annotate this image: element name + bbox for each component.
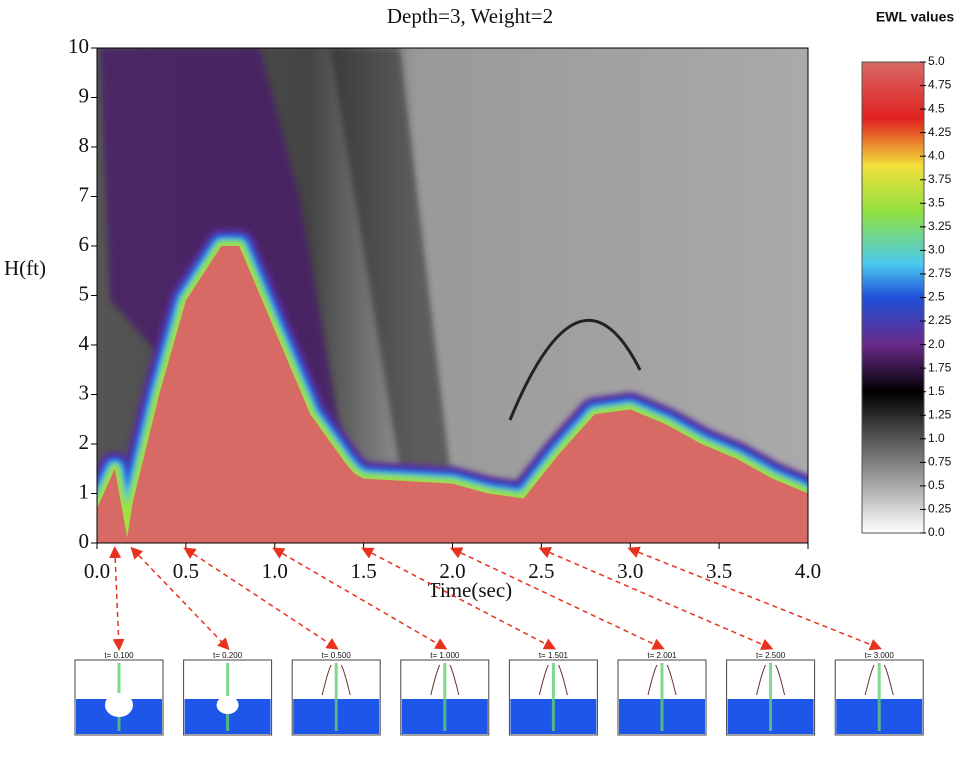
colorbar-tick-label: 0.0 xyxy=(928,525,945,539)
colorbar-tick-label: 3.0 xyxy=(928,243,945,257)
colorbar-tick-label: 0.5 xyxy=(928,478,945,492)
saturated-region xyxy=(97,246,808,543)
y-tick-label: 10 xyxy=(68,34,89,58)
colorbar-tick-label: 4.0 xyxy=(928,148,945,162)
snapshot-arrow xyxy=(109,546,125,651)
colorbar-title: EWL values xyxy=(876,9,955,25)
x-tick-label: 3.5 xyxy=(706,559,732,583)
snapshot-splash xyxy=(647,664,677,696)
plot-area xyxy=(97,48,808,543)
colorbar-tick-label: 2.0 xyxy=(928,337,945,351)
colorbar-tick-label: 3.5 xyxy=(928,195,945,209)
snapshot-splash xyxy=(430,664,460,696)
dark-streak xyxy=(330,48,450,470)
x-tick-label: 2.0 xyxy=(439,559,465,583)
y-tick-label: 2 xyxy=(79,430,90,454)
colorbar-tick-label: 2.5 xyxy=(928,290,945,304)
y-tick-label: 7 xyxy=(79,182,90,206)
colorbar-tick-label: 0.75 xyxy=(928,455,952,469)
snapshot-splash xyxy=(538,664,568,696)
snapshot-arrow xyxy=(627,546,882,651)
colorbar-tick-label: 3.25 xyxy=(928,219,952,233)
x-tick-label: 1.5 xyxy=(351,559,377,583)
colorbar-tick-label: 4.75 xyxy=(928,78,952,92)
chart-title: Depth=3, Weight=2 xyxy=(387,4,553,28)
x-tick-label: 4.0 xyxy=(795,559,821,583)
snapshot-label: t= 0.500 xyxy=(322,651,352,660)
y-tick-label: 5 xyxy=(79,281,90,305)
y-tick-label: 6 xyxy=(79,232,90,256)
snapshot-arrow xyxy=(538,547,774,650)
colorbar-tick-label: 1.5 xyxy=(928,384,945,398)
snapshot-label: t= 2.001 xyxy=(647,651,677,660)
snapshot-label: t= 1.000 xyxy=(430,651,460,660)
snapshot-label: t= 0.200 xyxy=(213,651,243,660)
x-tick-label: 2.5 xyxy=(528,559,554,583)
snapshot-splash xyxy=(864,664,894,696)
dynamic-group: 0 1 2 3 4 5 6 7 8 9 10 0.0 0.5 1.0 1.5 2.0 2.5 3.0 3.5 4.0 5… xyxy=(68,34,952,736)
colorbar-tick-label: 4.25 xyxy=(928,125,952,139)
y-tick-label: 9 xyxy=(79,83,90,107)
snapshot-splash xyxy=(321,664,351,696)
x-tick-label: 0.0 xyxy=(84,559,110,583)
colorbar-tick-label: 4.5 xyxy=(928,101,945,115)
x-tick-label: 1.0 xyxy=(262,559,288,583)
y-tick-label: 3 xyxy=(79,380,90,404)
snapshot-splash xyxy=(756,664,786,696)
snapshot-arrow xyxy=(183,547,339,650)
y-tick-label: 1 xyxy=(79,479,90,503)
colorbar-tick-label: 5.0 xyxy=(928,54,945,68)
snapshot-label: t= 2.500 xyxy=(756,651,786,660)
colorbar-tick-label: 3.75 xyxy=(928,172,952,186)
y-tick-label: 4 xyxy=(79,331,90,355)
dark-arc xyxy=(508,318,642,421)
y-axis-label: H(ft) xyxy=(4,256,46,280)
colorbar xyxy=(861,61,925,534)
snapshot-label: t= 3.000 xyxy=(865,651,895,660)
snapshot-arrow xyxy=(130,546,230,651)
snapshot-label: t= 1.501 xyxy=(539,651,569,660)
x-tick-label: 3.0 xyxy=(617,559,643,583)
snapshot-label: t= 0.100 xyxy=(104,651,134,660)
colorbar-tick-label: 2.25 xyxy=(928,313,952,327)
colorbar-tick-label: 1.25 xyxy=(928,407,952,421)
field-group xyxy=(97,229,808,543)
x-tick-label: 0.5 xyxy=(173,559,199,583)
y-tick-label: 0 xyxy=(79,529,90,553)
colorbar-tick-label: 1.0 xyxy=(928,431,945,445)
snapshot-cavity xyxy=(216,696,239,714)
y-tick-label: 8 xyxy=(79,133,90,157)
colorbar-tick-label: 0.25 xyxy=(928,502,952,516)
colorbar-tick-label: 2.75 xyxy=(928,266,952,280)
colorbar-tick-label: 1.75 xyxy=(928,360,952,374)
snapshot-cavity xyxy=(105,693,133,717)
